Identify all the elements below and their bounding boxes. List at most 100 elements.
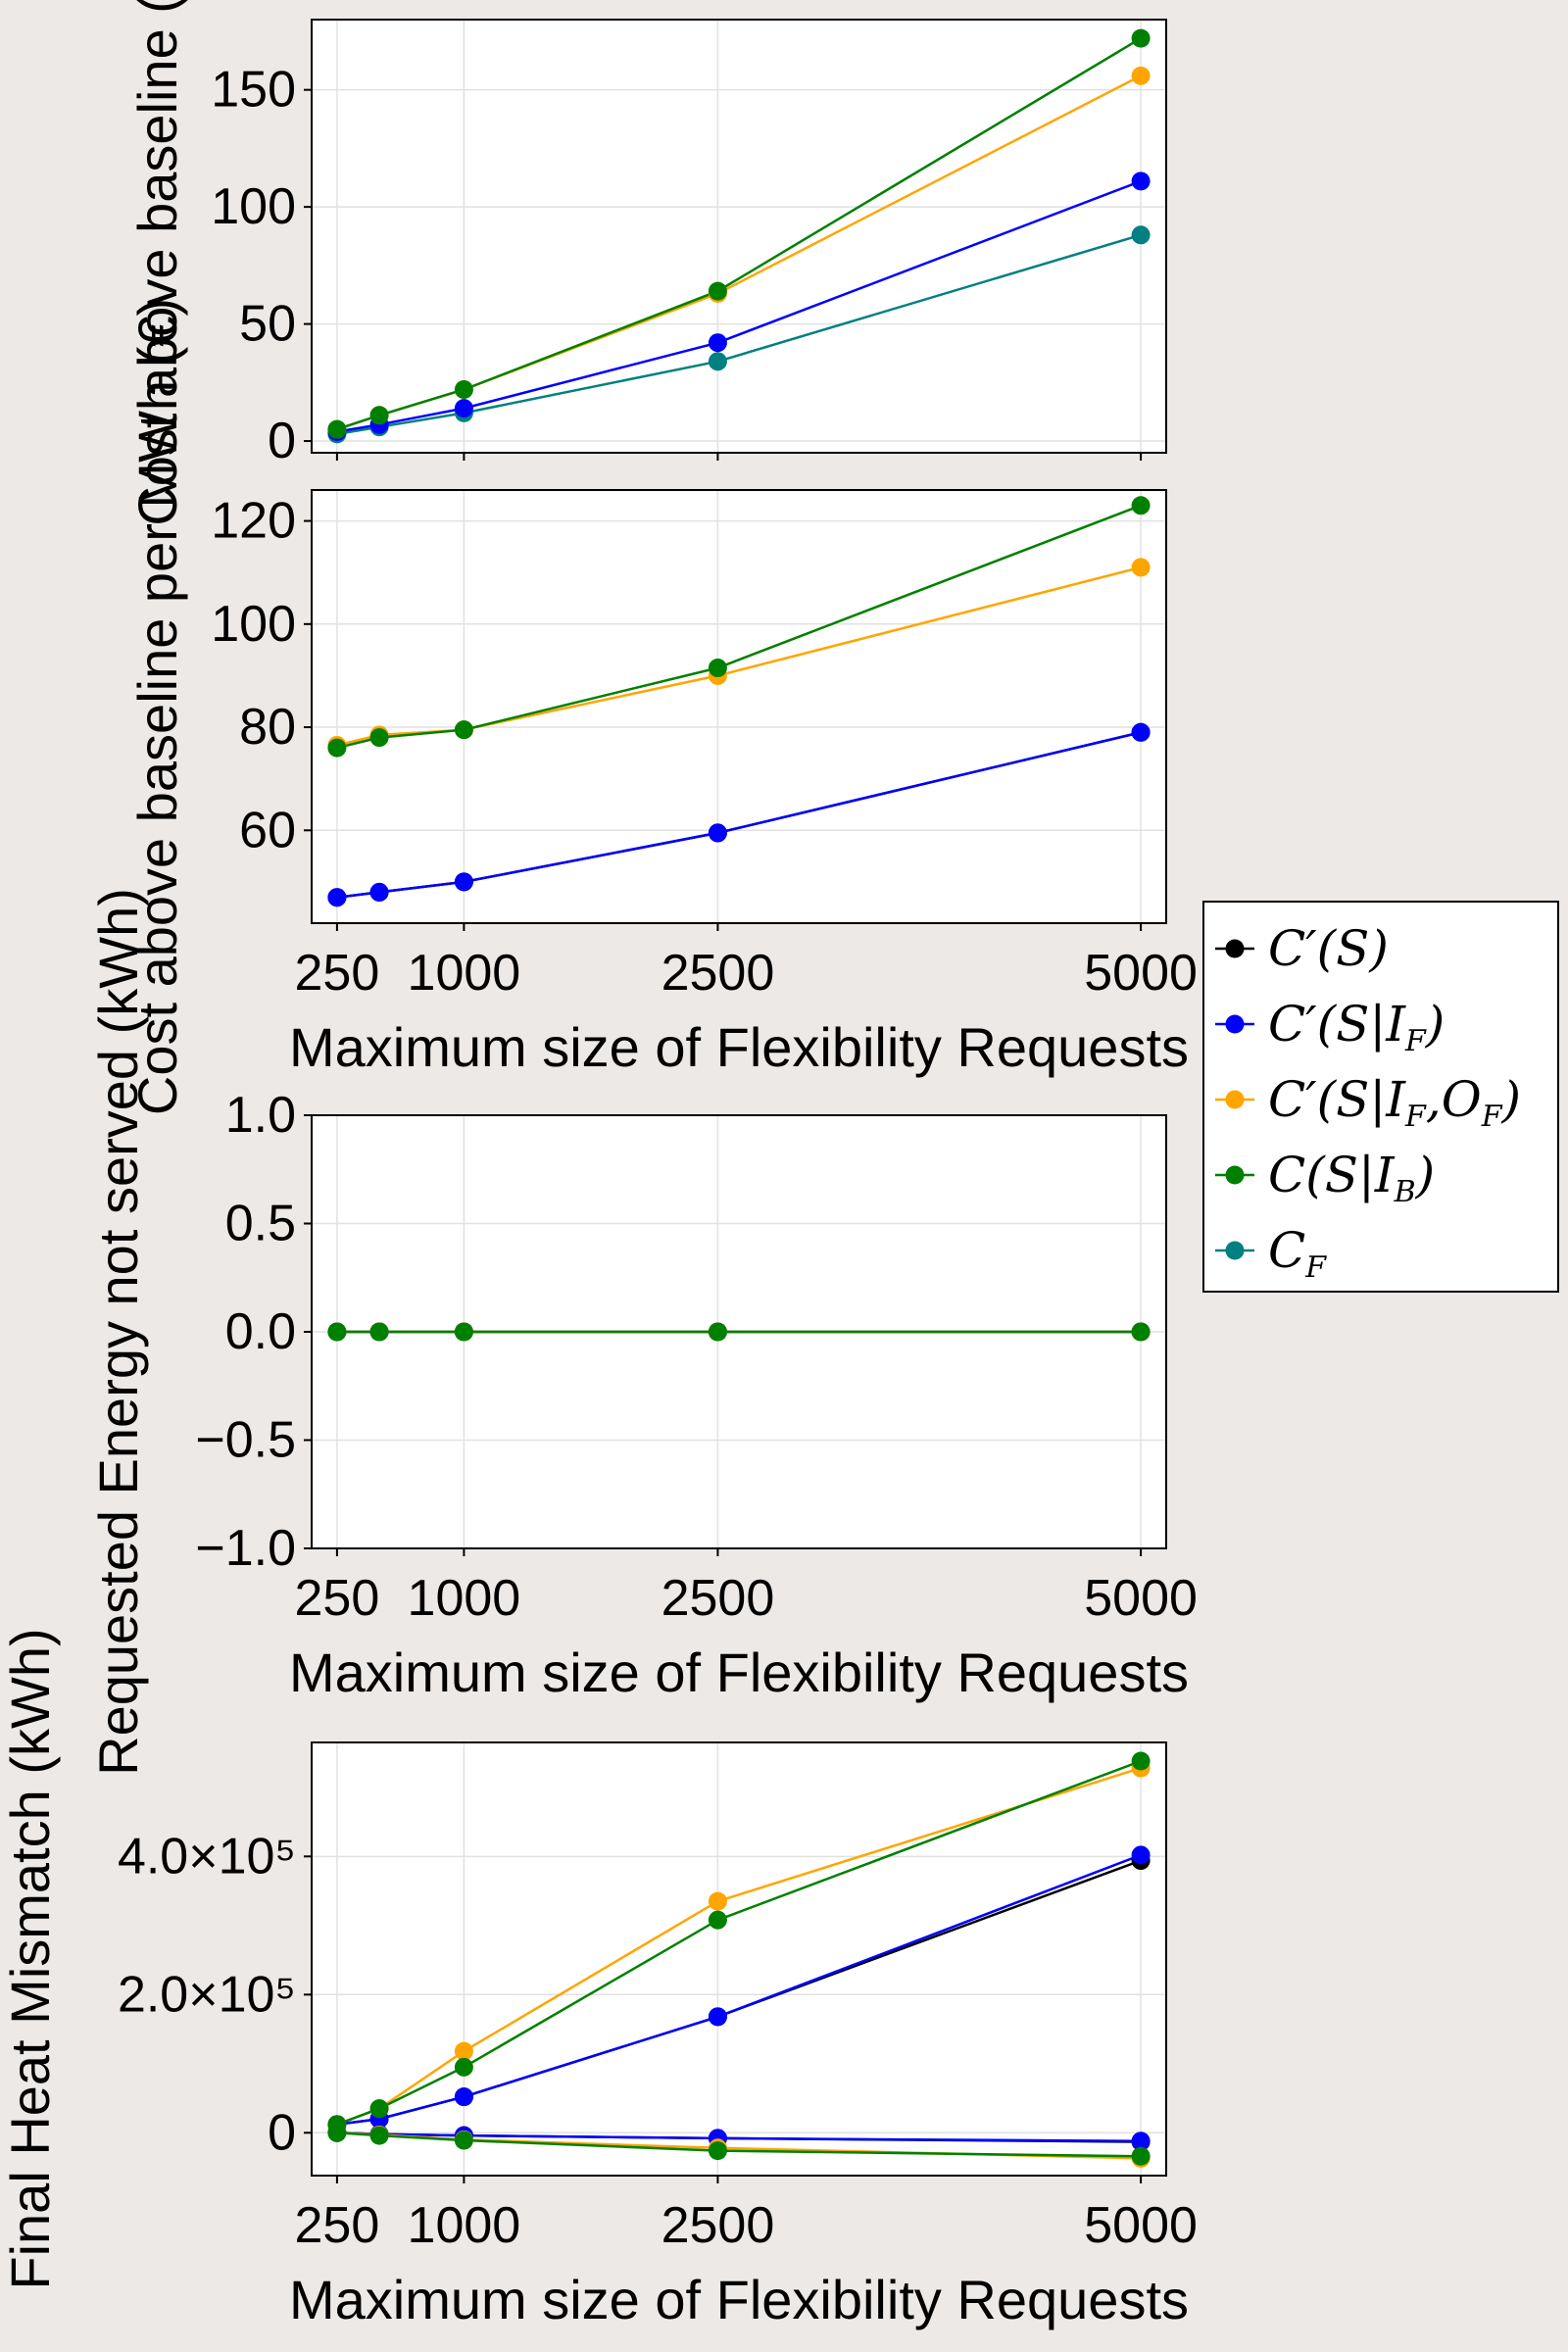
data-point: [1131, 1845, 1151, 1865]
legend-marker: [1225, 1014, 1245, 1034]
y-tick-label: 100: [211, 596, 296, 653]
data-point: [708, 1322, 727, 1342]
x-tick-label: 250: [295, 945, 380, 1002]
data-point: [327, 419, 347, 439]
y-tick-label: −1.0: [195, 1520, 296, 1577]
legend-entry: C′(S): [1215, 920, 1389, 977]
y-axis-label: Cost above baseline per MWh (€): [126, 298, 188, 1115]
data-point: [454, 720, 473, 740]
legend-label: C′(S|IF,OF): [1268, 1071, 1521, 1134]
data-point: [454, 1322, 473, 1342]
data-point: [327, 2123, 347, 2142]
data-point: [369, 2126, 389, 2145]
plot-background: [312, 20, 1166, 453]
legend-entry: C′(S|IF): [1215, 996, 1445, 1058]
legend-box: [1202, 901, 1559, 1293]
panels: 0 50 100 150 Cost above baseline (€) 60 80 100 1…: [0, 0, 1198, 2330]
data-point: [708, 2007, 727, 2027]
data-point: [708, 333, 727, 353]
data-point: [708, 659, 727, 678]
data-point: [327, 1322, 347, 1342]
data-point: [454, 2131, 473, 2150]
y-tick-label: 0: [268, 413, 296, 469]
y-tick-label: 1.0: [225, 1087, 296, 1144]
plot-frame: [311, 1741, 1167, 2177]
x-tick-label: 5000: [1084, 945, 1198, 1002]
x-tick-label: 2500: [662, 1570, 775, 1627]
y-tick-label: 100: [211, 178, 296, 235]
data-point: [454, 2041, 473, 2061]
data-point: [1131, 2146, 1151, 2166]
x-tick-label: 250: [295, 2197, 380, 2254]
legend: C′(S) C′(S|IF) C′(S|IF,OF) C(S|IB) CF: [1202, 901, 1559, 1293]
y-tick-label: 0.5: [225, 1196, 296, 1252]
x-axis-label: Maximum size of Flexibility Requests: [289, 1642, 1189, 1703]
x-tick-label: 1000: [408, 945, 521, 1002]
data-point: [708, 2141, 727, 2161]
x-tick-label: 250: [295, 1570, 380, 1627]
legend-label: C′(S|IF): [1268, 996, 1445, 1058]
x-tick-label: 1000: [408, 2197, 521, 2254]
y-tick-label: 4.0×10⁵: [118, 1828, 296, 1885]
chart-panel-1: 0 50 100 150 Cost above baseline (€): [126, 0, 1167, 526]
data-point: [454, 872, 473, 892]
plot-background: [312, 1742, 1166, 2176]
data-point: [369, 2099, 389, 2119]
legend-marker: [1225, 1241, 1245, 1260]
data-point: [708, 352, 727, 371]
data-point: [1131, 1751, 1151, 1771]
plot-frame: [311, 489, 1167, 924]
y-tick-label: −0.5: [195, 1412, 296, 1469]
data-point: [369, 1322, 389, 1342]
y-tick-label: 150: [211, 62, 296, 119]
plot-background: [312, 490, 1166, 923]
y-tick-label: 0: [268, 2104, 296, 2161]
y-tick-label: 60: [239, 802, 296, 858]
data-point: [1131, 496, 1151, 515]
y-axis-label: Cost above baseline (€): [126, 0, 188, 526]
data-point: [1131, 2132, 1151, 2151]
data-point: [454, 2087, 473, 2107]
chart-panel-2: 60 80 100 120 250 1000 2500 5000 Maximum size of…: [126, 298, 1198, 1115]
data-point: [1131, 28, 1151, 48]
legend-marker: [1225, 1090, 1245, 1109]
x-tick-label: 5000: [1084, 2197, 1198, 2254]
data-point: [454, 379, 473, 399]
legend-label: CF: [1268, 1222, 1327, 1285]
y-tick-label: 0.0: [225, 1303, 296, 1360]
legend-marker: [1225, 939, 1245, 958]
data-point: [369, 882, 389, 902]
x-axis-label: Maximum size of Flexibility Requests: [289, 1016, 1189, 1078]
data-point: [327, 738, 347, 758]
legend-entry: C′(S|IF,OF): [1215, 1071, 1521, 1134]
data-point: [708, 281, 727, 301]
x-tick-label: 2500: [662, 2197, 775, 2254]
legend-marker: [1225, 1165, 1245, 1185]
data-point: [708, 1891, 727, 1911]
data-point: [1131, 225, 1151, 245]
y-axis-label: Final Heat Mismatch (kWh): [0, 1628, 61, 2289]
y-tick-label: 80: [239, 699, 296, 756]
data-point: [369, 406, 389, 425]
y-tick-label: 2.0×10⁵: [118, 1966, 296, 2023]
chart-panel-3: −1.0 −0.5 0.0 0.5 1.0 250 1000 2500 5000 Maximum …: [87, 888, 1198, 1776]
x-axis-label: Maximum size of Flexibility Requests: [289, 2269, 1189, 2330]
y-tick-label: 50: [239, 296, 296, 353]
legend-entry: C(S|IB): [1215, 1147, 1435, 1209]
x-tick-label: 2500: [662, 945, 775, 1002]
data-point: [327, 888, 347, 907]
data-point: [369, 728, 389, 748]
data-point: [1131, 558, 1151, 577]
x-tick-label: 5000: [1084, 1570, 1198, 1627]
chart-panel-4: 0 2.0×10⁵ 4.0×10⁵ 250 1000 2500 5000 Maximum si…: [0, 1628, 1198, 2330]
legend-label: C(S|IB): [1268, 1147, 1435, 1209]
legend-entry: CF: [1215, 1222, 1327, 1285]
legend-label: C′(S): [1268, 920, 1389, 977]
data-point: [708, 823, 727, 843]
data-point: [1131, 66, 1151, 85]
data-point: [1131, 722, 1151, 742]
data-point: [454, 2057, 473, 2077]
plot-frame: [311, 19, 1167, 454]
y-axis-label: Requested Energy not served (kWh): [87, 888, 149, 1776]
